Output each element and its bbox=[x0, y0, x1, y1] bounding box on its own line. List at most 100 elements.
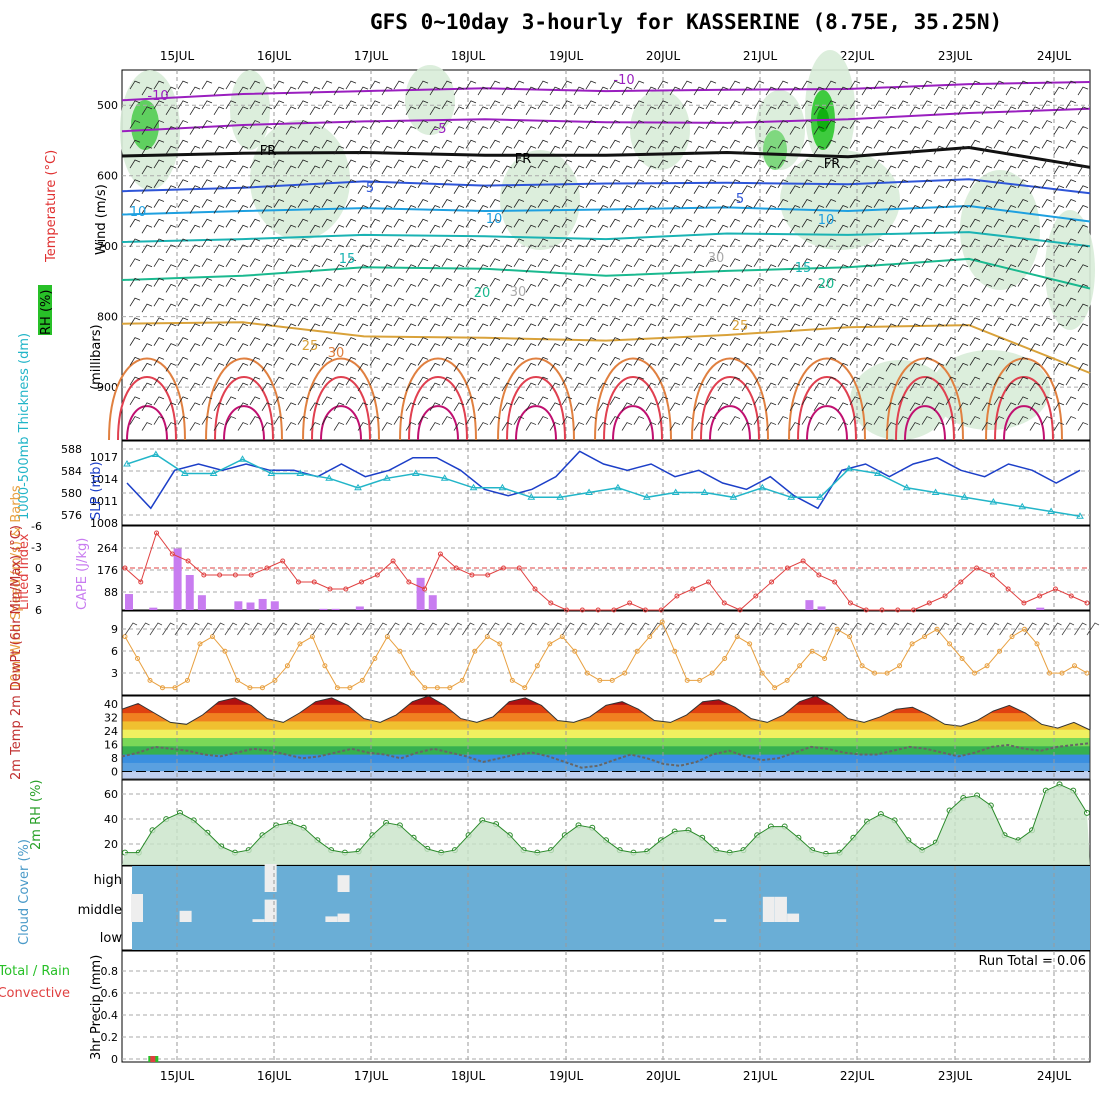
wind-barb-765 bbox=[633, 258, 645, 267]
wind-barb-441 bbox=[417, 258, 429, 267]
wind-barb-838 bbox=[681, 277, 693, 287]
wind-barb-1174 bbox=[909, 165, 921, 175]
wind-marker-37 bbox=[584, 670, 590, 676]
wind-barb-169 bbox=[237, 224, 249, 234]
li-marker-10 bbox=[280, 558, 286, 564]
wind-barb-1262 bbox=[969, 120, 981, 129]
wind-barb-136 bbox=[213, 283, 225, 293]
wind-barb-30 bbox=[141, 323, 153, 333]
wind-barb-1418 bbox=[1065, 356, 1077, 366]
wind-barb-705 bbox=[597, 145, 609, 155]
wind-barb-93 bbox=[189, 145, 201, 155]
wind-barb-667 bbox=[573, 106, 585, 116]
wind-marker-53 bbox=[784, 677, 790, 683]
wind-marker-22 bbox=[397, 648, 403, 654]
wind-barb-389 bbox=[381, 303, 393, 313]
wind-barb-1400 bbox=[1053, 362, 1065, 372]
wind-barb-207 bbox=[261, 264, 273, 273]
wind-barb-956 bbox=[765, 126, 777, 135]
wind-barb-1250 bbox=[957, 244, 969, 254]
date-bottom-23JUL: 23JUL bbox=[938, 1069, 973, 1083]
rh-shade-high-3 bbox=[763, 130, 787, 170]
wind-barb-336 bbox=[345, 317, 357, 327]
wind-barb-661 bbox=[561, 337, 573, 346]
wind-barb-1329 bbox=[1005, 382, 1017, 392]
wind-barb-1176 bbox=[909, 204, 921, 214]
panel-frame-wind bbox=[121, 610, 1091, 696]
wind-barb-847 bbox=[693, 106, 705, 116]
wind-barb-193 bbox=[249, 337, 261, 346]
wind-barb-1370 bbox=[1041, 120, 1053, 129]
wind-barb-165 bbox=[237, 145, 249, 155]
wind-barb-1395 bbox=[1053, 264, 1065, 273]
wind-barb-1026 bbox=[813, 86, 825, 96]
wind-barb-372 bbox=[369, 317, 381, 327]
wind-barb-342 bbox=[357, 86, 369, 96]
wind-barb-690 bbox=[585, 198, 597, 208]
rh-ytick-1: 40 bbox=[104, 813, 118, 826]
wind-barb-140 bbox=[213, 362, 225, 372]
wind-barb-10m-55 bbox=[811, 622, 825, 636]
wind-barb-114 bbox=[201, 198, 213, 208]
wind-barb-885 bbox=[717, 145, 729, 155]
wind-barb-293 bbox=[321, 179, 333, 188]
wind-barb-1251 bbox=[957, 264, 969, 273]
wind-barb-274 bbox=[309, 165, 321, 175]
wind-barb-173 bbox=[237, 303, 249, 313]
wind-barb-521 bbox=[465, 416, 477, 425]
cloud-cell-5 bbox=[325, 916, 338, 922]
hot-contour-4-1 bbox=[506, 376, 566, 441]
wind-barb-631 bbox=[549, 106, 561, 116]
wind-barb-1381 bbox=[1041, 337, 1053, 346]
wind-barb-811 bbox=[669, 106, 681, 116]
wind-barb-725 bbox=[609, 179, 621, 188]
wind-barb-337 bbox=[345, 337, 357, 346]
wind-barb-1134 bbox=[885, 86, 897, 96]
wind-barb-1016 bbox=[801, 238, 813, 248]
wind-barb-965 bbox=[765, 303, 777, 313]
temp-line bbox=[121, 695, 1091, 780]
wind-barb-1261 bbox=[969, 100, 981, 110]
wind-barb-224 bbox=[273, 238, 285, 248]
wind-barb-1438 bbox=[1077, 402, 1089, 412]
wind-barb-31 bbox=[141, 343, 153, 352]
wind-barb-829 bbox=[681, 100, 693, 110]
wind-barb-1406 bbox=[1065, 120, 1077, 129]
hot-contour-0-2 bbox=[126, 405, 168, 441]
wind-barb-1229 bbox=[945, 179, 957, 188]
wind-barb-1197 bbox=[921, 258, 933, 267]
wind-barb-1305 bbox=[993, 258, 1005, 267]
wind-barb-1314 bbox=[1005, 86, 1017, 96]
wind-barb-382 bbox=[381, 165, 393, 175]
wind-barb-184 bbox=[249, 159, 261, 169]
wind-marker-70 bbox=[997, 648, 1003, 654]
wind-barb-422 bbox=[405, 244, 417, 254]
wind-barb-1008 bbox=[801, 80, 813, 90]
hot-contour-5-2 bbox=[612, 405, 654, 441]
wind-barb-1178 bbox=[909, 244, 921, 254]
wind-barb-27 bbox=[141, 264, 153, 273]
wind-barb-451 bbox=[429, 106, 441, 116]
wind-barb-645 bbox=[549, 382, 561, 392]
wind-marker-28 bbox=[472, 648, 478, 654]
wind-barb-291 bbox=[321, 139, 333, 149]
wind-barb-1119 bbox=[873, 139, 885, 149]
wind-barb-1390 bbox=[1053, 165, 1065, 175]
wind-barb-1228 bbox=[945, 159, 957, 169]
wind-barb-440 bbox=[417, 238, 429, 248]
contour-label-1: -10 bbox=[613, 73, 634, 88]
wind-barb-230 bbox=[273, 356, 285, 366]
wind-barb-208 bbox=[261, 283, 273, 293]
wind-barb-696 bbox=[585, 317, 597, 327]
wind-barb-174 bbox=[237, 323, 249, 333]
wind-barb-1155 bbox=[897, 139, 909, 149]
wind-barb-1285 bbox=[981, 224, 993, 234]
wind-barb-830 bbox=[681, 120, 693, 129]
contour-label-11: 15 bbox=[339, 252, 356, 267]
wind-barb-908 bbox=[729, 238, 741, 248]
wind-barb-672 bbox=[573, 204, 585, 214]
wind-barb-616 bbox=[537, 159, 549, 169]
wind-barb-1042 bbox=[813, 402, 825, 412]
wind-barb-703 bbox=[597, 106, 609, 116]
wind-barb-179 bbox=[237, 422, 249, 431]
